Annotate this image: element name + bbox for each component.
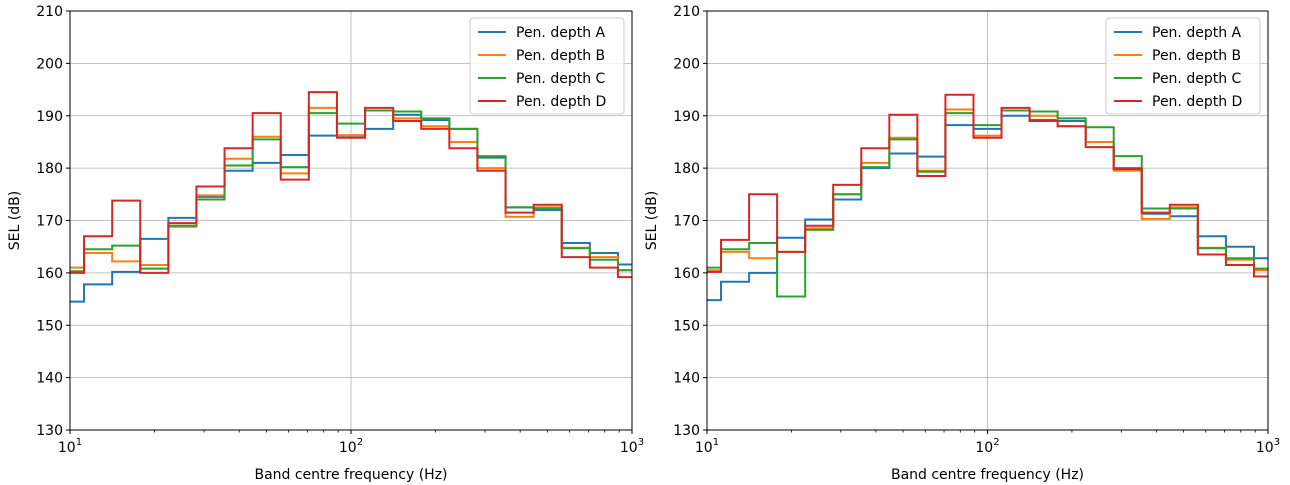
y-tick-label: 180 (673, 161, 700, 177)
chart-panel-1: 130 140 150 160 170 180 190 200 210 101 102 103 Band… (7, 4, 644, 483)
y-tick-label: 210 (673, 4, 700, 20)
legend-item: Pen. depth B (1114, 48, 1241, 64)
legend-label: Pen. depth A (516, 25, 606, 41)
legend-item: Pen. depth D (1114, 94, 1242, 110)
legend-label: Pen. depth B (516, 48, 605, 64)
chart-panel-2: 130 140 150 160 170 180 190 200 210 101 102 103 Band… (644, 4, 1280, 483)
legend-label: Pen. depth A (1152, 25, 1242, 41)
legend-item: Pen. depth D (478, 94, 606, 110)
y-tick-label: 130 (36, 423, 63, 439)
series-line-d (70, 91, 632, 279)
series-line-c (70, 109, 632, 273)
x-axis-label: Band centre frequency (Hz) (254, 467, 447, 483)
x-tick-label: 102 (975, 437, 999, 456)
legend-item: Pen. depth C (478, 71, 606, 87)
legend-label: Pen. depth C (516, 71, 606, 87)
y-tick-label: 170 (36, 214, 63, 230)
legend-label: Pen. depth C (1152, 71, 1242, 87)
y-axis: 130 140 150 160 170 180 190 200 210 (673, 4, 707, 439)
x-tick-label: 101 (695, 437, 719, 456)
series-group (707, 93, 1268, 302)
legend-box (469, 17, 625, 115)
x-tick-label: 101 (58, 437, 82, 456)
y-tick-label: 150 (36, 318, 63, 334)
x-axis-label: Band centre frequency (Hz) (891, 467, 1084, 483)
legend-label: Pen. depth D (1152, 94, 1242, 110)
y-tick-label: 210 (36, 4, 63, 20)
y-tick-label: 140 (673, 371, 700, 387)
legend-item: Pen. depth A (478, 25, 606, 41)
legend-item: Pen. depth A (1114, 25, 1242, 41)
y-tick-label: 130 (673, 423, 700, 439)
legend-item: Pen. depth C (1114, 71, 1242, 87)
series-line-a (707, 114, 1268, 302)
x-axis: 101 102 103 (58, 430, 644, 456)
x-tick-label: 103 (620, 437, 644, 456)
y-tick-label: 200 (673, 56, 700, 72)
y-tick-label: 190 (673, 109, 700, 125)
legend-label: Pen. depth D (516, 94, 606, 110)
series-line-b (70, 106, 632, 272)
y-tick-label: 170 (673, 214, 700, 230)
legend: Pen. depth A Pen. depth B Pen. depth C Pen.… (1105, 17, 1261, 115)
x-axis: 101 102 103 (695, 430, 1280, 456)
y-tick-label: 150 (673, 318, 700, 334)
legend: Pen. depth A Pen. depth B Pen. depth C Pen.… (469, 17, 625, 115)
y-tick-label: 180 (36, 161, 63, 177)
y-tick-label: 200 (36, 56, 63, 72)
y-axis: 130 140 150 160 170 180 190 200 210 (36, 4, 70, 439)
x-tick-label: 103 (1256, 437, 1280, 456)
y-axis-label: SEL (dB) (7, 191, 23, 250)
legend-label: Pen. depth B (1152, 48, 1241, 64)
legend-box (1105, 17, 1261, 115)
y-axis-label: SEL (dB) (644, 191, 660, 250)
y-tick-label: 160 (673, 266, 700, 282)
series-group (70, 91, 632, 303)
y-tick-label: 190 (36, 109, 63, 125)
y-tick-label: 160 (36, 266, 63, 282)
legend-item: Pen. depth B (478, 48, 605, 64)
x-tick-label: 102 (339, 437, 363, 456)
series-line-d (707, 93, 1268, 278)
y-tick-label: 140 (36, 371, 63, 387)
